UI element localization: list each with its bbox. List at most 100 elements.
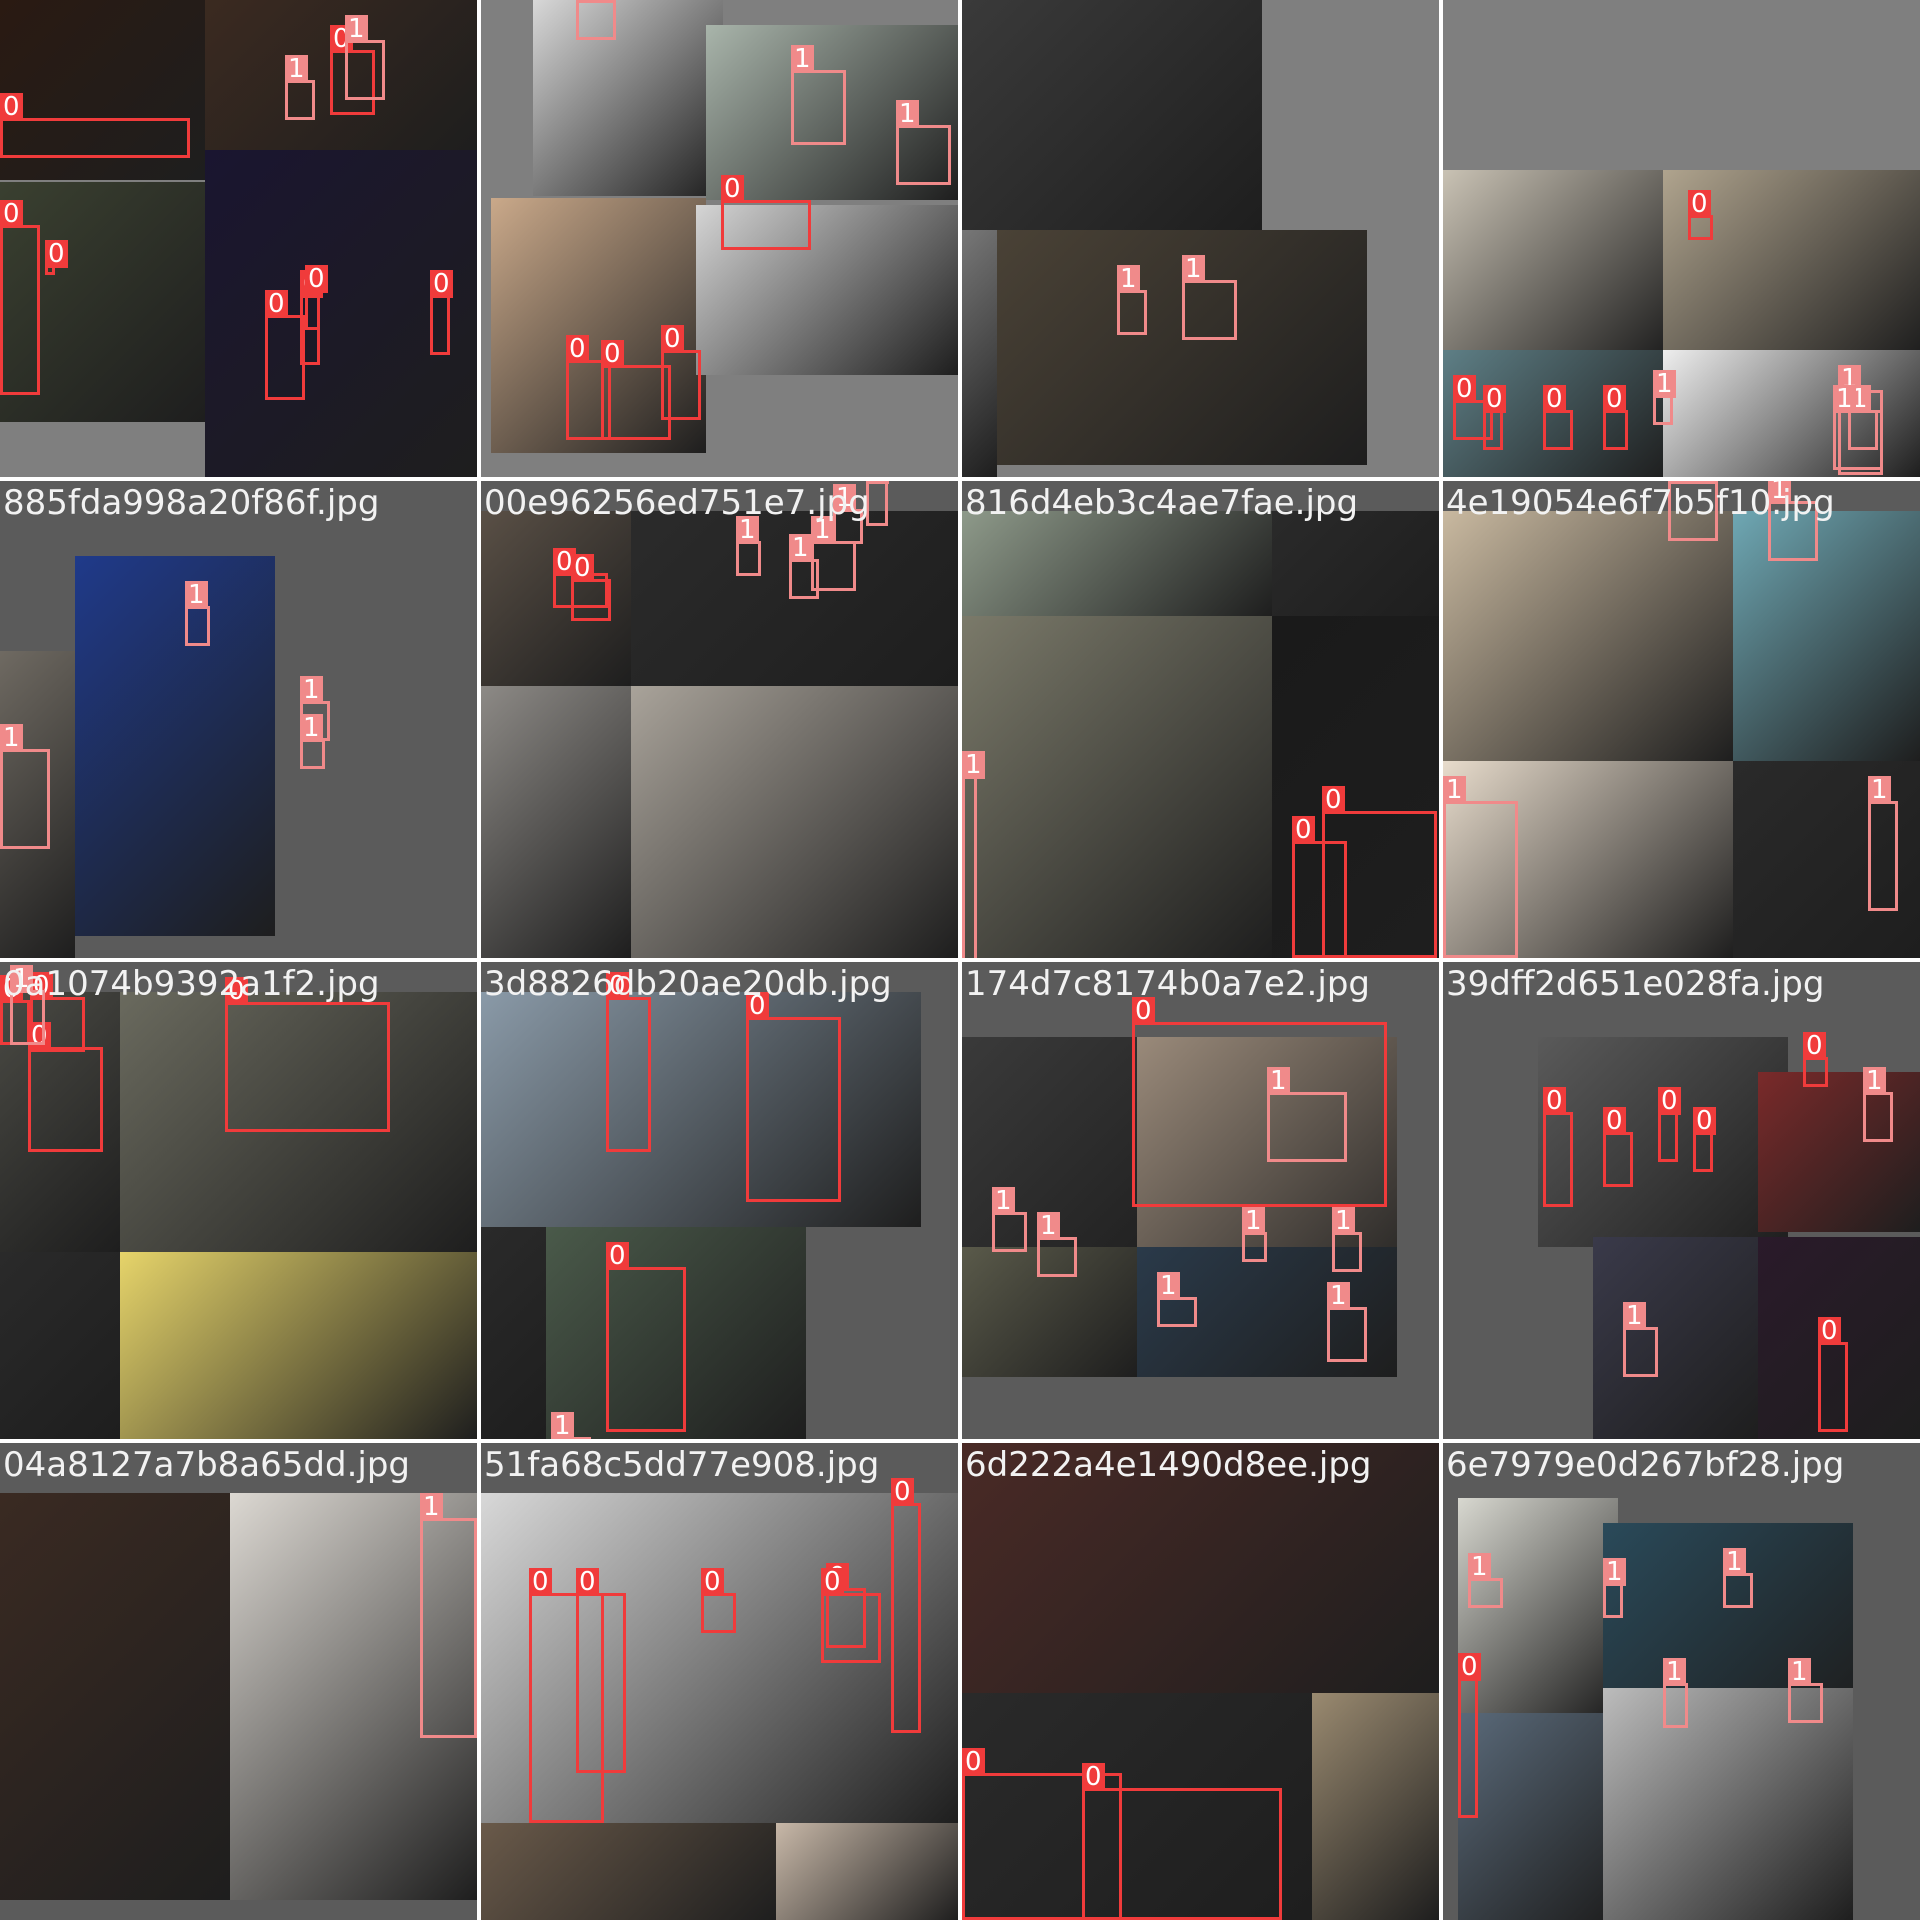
photo-crop xyxy=(1443,170,1668,355)
class-label: 0 xyxy=(1688,190,1711,218)
class-label: 1 xyxy=(1182,255,1205,283)
bounding-box: 1 xyxy=(420,1493,477,1738)
photo-crop xyxy=(75,556,275,936)
class-label: 1 xyxy=(345,15,368,43)
mosaic-tile: 1110000 xyxy=(481,0,958,477)
class-label: 1 xyxy=(866,481,889,484)
class-label: 0 xyxy=(606,972,629,1000)
bounding-box: 1 xyxy=(1157,1272,1197,1327)
bounding-box: 0 xyxy=(661,325,701,420)
bounding-box: 1 xyxy=(1327,1282,1367,1362)
class-label: 0 xyxy=(1603,1107,1626,1135)
mosaic-tile: 0 0 6d222a4e1490d8ee.jpg xyxy=(962,1443,1439,1920)
class-label: 1 xyxy=(1267,1067,1290,1095)
bounding-box: 1 xyxy=(1668,481,1718,541)
photo-crop xyxy=(1538,1037,1788,1247)
tile-filename: 6e7979e0d267bf28.jpg xyxy=(1446,1445,1845,1485)
class-label: 0 xyxy=(701,1568,724,1596)
class-label: 0 xyxy=(553,548,576,576)
bounding-box: 0 xyxy=(529,1568,604,1823)
class-label: 1 xyxy=(1788,1658,1811,1686)
photo-crop xyxy=(1272,511,1439,616)
bounding-box: 0 xyxy=(305,265,328,330)
photo-crop xyxy=(481,1823,776,1920)
class-label: 1 xyxy=(1037,1212,1060,1240)
bounding-box: 1 xyxy=(285,55,315,120)
bounding-box: 1 xyxy=(1723,1548,1753,1608)
tile-filename: 3d8826db20ae20db.jpg xyxy=(484,964,892,1004)
photo-crop xyxy=(1137,1247,1397,1377)
tile-filename: 0a1074b9392a1f2.jpg xyxy=(3,964,380,1004)
class-label: 0 xyxy=(0,200,23,228)
photo-crop xyxy=(1733,511,1920,761)
bounding-box: 0 xyxy=(1658,1087,1681,1162)
photo-crop xyxy=(481,1227,546,1439)
tile-filename: 39dff2d651e028fa.jpg xyxy=(1446,964,1825,1004)
class-label: 1 xyxy=(1117,265,1140,293)
class-label: 0 xyxy=(1082,1763,1105,1791)
bounding-box: 1 xyxy=(10,965,45,1045)
bounding-box: 0 xyxy=(1818,1317,1848,1432)
bounding-box: 1 xyxy=(1623,1302,1658,1377)
bounding-box: 0 xyxy=(1453,375,1493,440)
photo-crop xyxy=(962,230,997,477)
class-label: 1 xyxy=(300,714,323,742)
photo-crop xyxy=(481,686,631,958)
bounding-box: 0 xyxy=(430,270,453,355)
class-label: 0 xyxy=(601,340,624,368)
class-label: 1 xyxy=(896,100,919,128)
tile-filename: 816d4eb3c4ae7fae.jpg xyxy=(965,483,1359,523)
photo-crop xyxy=(481,992,921,1227)
class-label: 1 xyxy=(1242,1207,1265,1235)
bounding-box: 0 xyxy=(606,1242,686,1432)
bounding-box: 0 xyxy=(1803,1032,1828,1087)
class-label: 1 xyxy=(576,0,599,3)
bounding-box: 0 xyxy=(1543,385,1573,450)
bounding-box: 1 xyxy=(789,534,819,599)
class-label: 0 xyxy=(0,93,23,121)
mosaic-tile: 0 0 0 1 3d8826db20ae20db.jpg xyxy=(481,962,958,1439)
photo-crop xyxy=(230,1493,477,1900)
bounding-box: 1 xyxy=(833,484,863,544)
class-label: 0 xyxy=(1322,786,1345,814)
photo-crop xyxy=(962,1247,1137,1377)
class-label: 0 xyxy=(1693,1107,1716,1135)
photo-crop xyxy=(546,1227,806,1439)
class-label: 0 xyxy=(305,265,328,293)
bounding-box: 1 xyxy=(1242,1207,1267,1262)
photo-crop xyxy=(962,616,1272,958)
bounding-box: 0 xyxy=(1082,1763,1282,1920)
bounding-box: 1 xyxy=(1833,385,1883,470)
mosaic-tile: 0001100000 xyxy=(0,0,477,477)
class-label: 1 xyxy=(1327,1282,1350,1310)
mosaic-tile: 1 1 1 1 885fda998a20f86f.jpg xyxy=(0,481,477,958)
photo-crop xyxy=(776,1823,958,1920)
photo-crop xyxy=(1593,1237,1758,1439)
bounding-box: 0 xyxy=(553,548,608,608)
bounding-box: 1 xyxy=(736,516,761,576)
bounding-box: 1 xyxy=(345,15,385,100)
bounding-box: 1 xyxy=(866,481,889,526)
bounding-box: 1 xyxy=(551,1412,591,1439)
bounding-box: 0 xyxy=(606,972,651,1152)
bounding-box: 0 xyxy=(28,1022,103,1152)
class-label: 1 xyxy=(10,965,33,993)
bounding-box: 0 xyxy=(1483,385,1506,450)
bounding-box: 1 xyxy=(1117,265,1147,335)
bounding-box: 1 xyxy=(1037,1212,1077,1277)
class-label: 1 xyxy=(1468,1553,1491,1581)
mosaic-tile: 1 0 0 816d4eb3c4ae7fae.jpg xyxy=(962,481,1439,958)
mosaic-tile: 1 1 1 0 1 1 6e7979e0d267bf28.jpg xyxy=(1443,1443,1920,1920)
bounding-box: 0 xyxy=(601,340,671,440)
class-label: 1 xyxy=(185,581,208,609)
tile-filename: 6d222a4e1490d8ee.jpg xyxy=(965,1445,1372,1485)
photo-crop xyxy=(1758,1072,1920,1232)
bounding-box: 0 xyxy=(821,1568,881,1663)
bounding-box: 0 xyxy=(1292,816,1347,958)
bounding-box: 0 xyxy=(0,200,40,395)
class-label: 0 xyxy=(430,270,453,298)
class-label: 1 xyxy=(300,676,323,704)
photo-crop xyxy=(0,0,205,180)
